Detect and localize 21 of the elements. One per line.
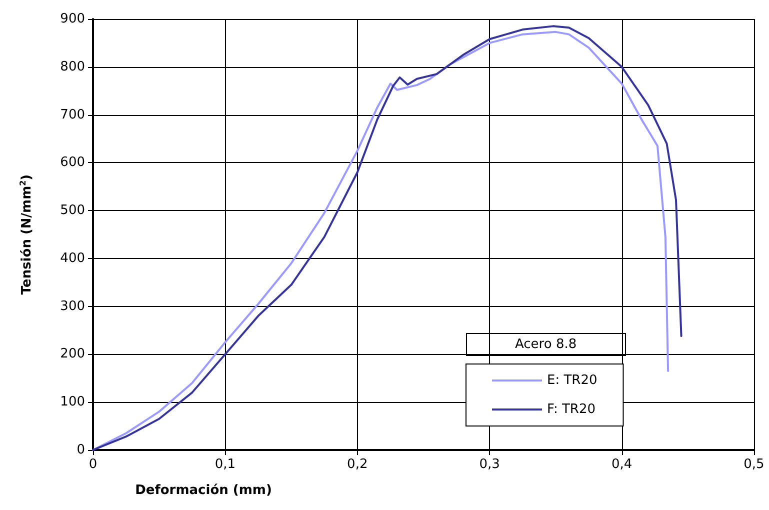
- y-tick-label: 300: [60, 298, 85, 314]
- x-tick-label: 0,1: [214, 457, 236, 472]
- y-tick-label: 900: [60, 12, 85, 26]
- y-tick-label: 200: [60, 346, 85, 362]
- y-axis-title: Tensión (N/mm2): [18, 174, 34, 295]
- y-tick-label: 0: [76, 442, 85, 458]
- y-tick-label: 100: [60, 394, 85, 410]
- y-tick-label: 400: [60, 250, 85, 266]
- x-tick-label: 0,4: [611, 457, 632, 472]
- legend-title: Acero 8.8: [515, 337, 577, 352]
- y-tick-label: 600: [60, 155, 85, 170]
- x-tick-label: 0: [88, 457, 98, 472]
- x-tick-label: 0,2: [347, 457, 368, 472]
- y-tick-label: 500: [60, 203, 85, 218]
- x-tick-label: 0,5: [744, 457, 764, 472]
- y-tick-label: 700: [60, 107, 85, 122]
- x-tick-label: 0,3: [479, 457, 500, 472]
- y-tick-label: 800: [60, 59, 85, 74]
- legend-label: F: TR20: [547, 402, 596, 417]
- x-axis-title: Deformación (mm): [135, 483, 272, 498]
- legend-label: E: TR20: [547, 373, 598, 388]
